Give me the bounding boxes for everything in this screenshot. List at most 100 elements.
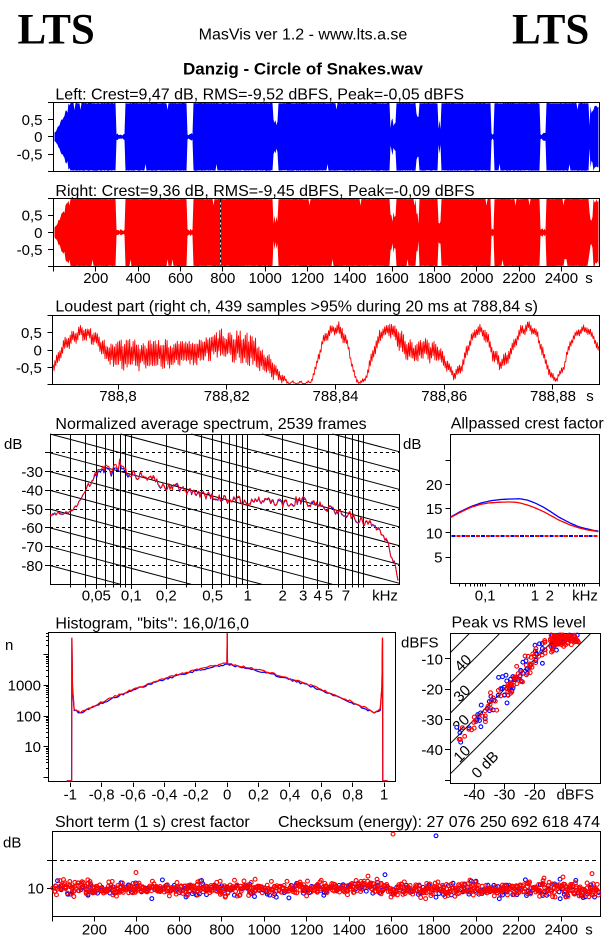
svg-text:400: 400 [126, 270, 151, 287]
svg-text:0: 0 [34, 129, 42, 146]
svg-text:0,5: 0,5 [21, 325, 42, 342]
svg-text:2200: 2200 [502, 922, 535, 939]
svg-text:20: 20 [426, 477, 443, 494]
svg-text:-40: -40 [421, 742, 443, 759]
svg-text:1400: 1400 [333, 270, 366, 287]
svg-text:-60: -60 [21, 520, 43, 537]
svg-text:7: 7 [342, 588, 350, 605]
svg-text:0,8: 0,8 [342, 787, 363, 804]
svg-text:788,84: 788,84 [313, 388, 359, 405]
svg-text:0,4: 0,4 [280, 787, 301, 804]
svg-text:Loudest part (right ch, 439 sa: Loudest part (right ch, 439 samples >95%… [55, 299, 538, 316]
svg-text:0,1: 0,1 [475, 588, 496, 605]
svg-text:0,5: 0,5 [22, 208, 43, 225]
svg-text:1400: 1400 [332, 922, 365, 939]
svg-text:0,2: 0,2 [156, 588, 177, 605]
svg-text:-50: -50 [21, 501, 43, 518]
svg-text:2: 2 [278, 588, 286, 605]
svg-text:800: 800 [209, 922, 234, 939]
svg-text:1000: 1000 [248, 270, 281, 287]
svg-text:1800: 1800 [418, 270, 451, 287]
svg-text:kHz: kHz [572, 588, 598, 605]
svg-text:5: 5 [325, 588, 333, 605]
svg-text:1: 1 [531, 588, 539, 605]
svg-text:1: 1 [380, 787, 388, 804]
svg-text:1: 1 [243, 588, 251, 605]
svg-text:0: 0 [33, 342, 41, 359]
svg-text:4: 4 [314, 588, 322, 605]
svg-text:1600: 1600 [375, 270, 408, 287]
svg-text:-30: -30 [21, 464, 43, 481]
svg-text:1000: 1000 [8, 678, 41, 695]
svg-text:15: 15 [426, 501, 443, 518]
svg-text:LTS: LTS [18, 7, 95, 54]
svg-text:-30: -30 [421, 712, 443, 729]
svg-text:Normalized average spectrum, 2: Normalized average spectrum, 2539 frames [55, 416, 366, 433]
svg-text:788,82: 788,82 [204, 388, 250, 405]
svg-text:-40: -40 [463, 787, 485, 804]
svg-text:10: 10 [426, 525, 443, 542]
svg-text:600: 600 [168, 270, 193, 287]
svg-text:2000: 2000 [460, 922, 493, 939]
svg-text:788,8: 788,8 [99, 388, 137, 405]
svg-text:s: s [586, 388, 594, 405]
svg-text:0,1: 0,1 [121, 588, 142, 605]
svg-text:2400: 2400 [545, 270, 578, 287]
svg-text:-10: -10 [421, 651, 443, 668]
svg-text:788,88: 788,88 [530, 388, 576, 405]
svg-text:-80: -80 [21, 558, 43, 575]
svg-text:-20: -20 [524, 787, 546, 804]
svg-text:Left: Crest=9,47 dB, RMS=-9,52: Left: Crest=9,47 dB, RMS=-9,52 dBFS, Pea… [55, 87, 464, 104]
svg-text:200: 200 [82, 922, 107, 939]
svg-text:2000: 2000 [460, 270, 493, 287]
svg-text:n: n [5, 637, 13, 654]
svg-text:dB: dB [403, 436, 421, 453]
svg-text:0: 0 [223, 787, 231, 804]
svg-text:s: s [585, 270, 593, 287]
svg-text:3: 3 [299, 588, 307, 605]
svg-text:200: 200 [83, 270, 108, 287]
svg-text:Peak vs RMS level: Peak vs RMS level [452, 615, 586, 632]
svg-text:0,5: 0,5 [202, 588, 223, 605]
svg-text:-0,2: -0,2 [183, 787, 209, 804]
svg-text:-0,5: -0,5 [17, 242, 43, 259]
svg-text:0,05: 0,05 [82, 588, 111, 605]
svg-text:5: 5 [434, 550, 442, 567]
svg-text:1800: 1800 [417, 922, 450, 939]
svg-text:-20: -20 [421, 682, 443, 699]
svg-text:0,5: 0,5 [22, 112, 43, 129]
svg-text:1200: 1200 [291, 270, 324, 287]
svg-text:0,6: 0,6 [311, 787, 332, 804]
svg-text:Short term (1 s) crest factor: Short term (1 s) crest factor [55, 814, 250, 831]
svg-text:Allpassed crest factor: Allpassed crest factor [451, 416, 605, 433]
svg-text:2200: 2200 [502, 270, 535, 287]
svg-text:10: 10 [27, 881, 44, 898]
svg-text:dB: dB [3, 835, 21, 852]
svg-text:-0,6: -0,6 [120, 787, 146, 804]
svg-text:dB: dB [4, 436, 22, 453]
svg-text:-0,5: -0,5 [16, 360, 42, 377]
svg-text:dBFS: dBFS [401, 635, 439, 652]
svg-text:2: 2 [546, 588, 554, 605]
svg-text:1600: 1600 [375, 922, 408, 939]
svg-text:600: 600 [167, 922, 192, 939]
svg-text:100: 100 [16, 708, 41, 725]
svg-text:10: 10 [24, 739, 41, 756]
svg-text:400: 400 [124, 922, 149, 939]
svg-text:-0,4: -0,4 [152, 787, 178, 804]
svg-text:0,2: 0,2 [248, 787, 269, 804]
svg-text:MasVis ver 1.2 - www.lts.a.se: MasVis ver 1.2 - www.lts.a.se [199, 27, 408, 44]
svg-text:-70: -70 [21, 539, 43, 556]
svg-text:Histogram, "bits": 16,0/16,0: Histogram, "bits": 16,0/16,0 [55, 616, 249, 633]
svg-text:-30: -30 [494, 787, 516, 804]
svg-text:2400: 2400 [545, 922, 578, 939]
svg-text:0: 0 [34, 225, 42, 242]
svg-text:-0,8: -0,8 [89, 787, 115, 804]
svg-text:kHz: kHz [372, 588, 398, 605]
svg-text:dBFS: dBFS [557, 787, 595, 804]
svg-text:s: s [585, 922, 593, 939]
svg-text:788,86: 788,86 [421, 388, 467, 405]
svg-text:-40: -40 [21, 483, 43, 500]
svg-text:1200: 1200 [290, 922, 323, 939]
svg-text:LTS: LTS [512, 7, 589, 54]
